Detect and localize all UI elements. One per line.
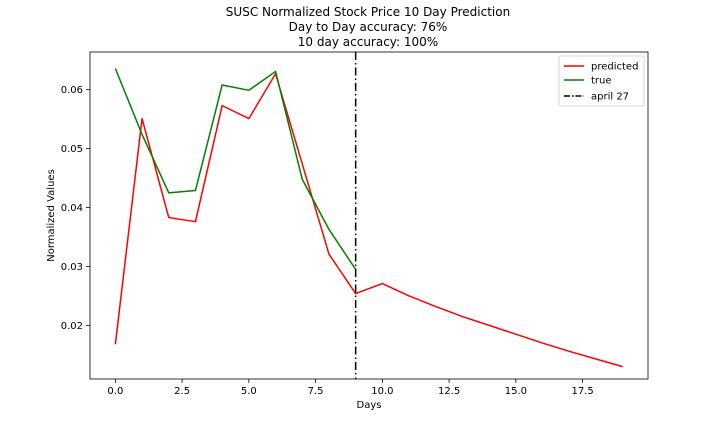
x-tick-label: 7.5 <box>308 386 324 397</box>
y-tick-label: 0.02 <box>61 321 83 332</box>
x-tick-label: 0.0 <box>107 386 123 397</box>
y-tick-label: 0.03 <box>61 262 83 273</box>
axes-frame <box>89 51 649 380</box>
x-tick-label: 12.5 <box>438 386 460 397</box>
legend-box <box>558 55 645 107</box>
x-axis-label: Days <box>357 400 382 411</box>
axis-ticks: 0.0 2.5 5.0 7.5 10.0 12.5 15.0 17.5 0.02 0.03 0.04… <box>61 85 594 397</box>
chart-title-line-1: SUSC Normalized Stock Price 10 Day Predi… <box>226 5 510 19</box>
x-tick-label: 5.0 <box>241 386 257 397</box>
series-line-predicted <box>114 73 623 368</box>
y-tick-label: 0.04 <box>61 203 83 214</box>
chart-title-line-2: Day to Day accuracy: 76% <box>289 20 448 34</box>
x-tick-label: 2.5 <box>174 386 190 397</box>
x-tick-label: 17.5 <box>571 386 593 397</box>
legend-label-predicted: predicted <box>591 62 638 73</box>
x-tick-label: 15.0 <box>505 386 527 397</box>
y-tick-label: 0.06 <box>61 85 83 96</box>
legend: predicted true april 27 <box>558 55 645 107</box>
chart-title-line-3: 10 day accuracy: 100% <box>298 35 438 49</box>
y-axis-label: Normalized Values <box>46 169 57 262</box>
plot-area <box>114 52 623 379</box>
x-tick-label: 10.0 <box>371 386 393 397</box>
legend-label-april-27: april 27 <box>591 92 629 103</box>
series-line-true <box>114 68 357 270</box>
y-tick-label: 0.05 <box>61 144 83 155</box>
legend-label-true: true <box>591 76 612 87</box>
